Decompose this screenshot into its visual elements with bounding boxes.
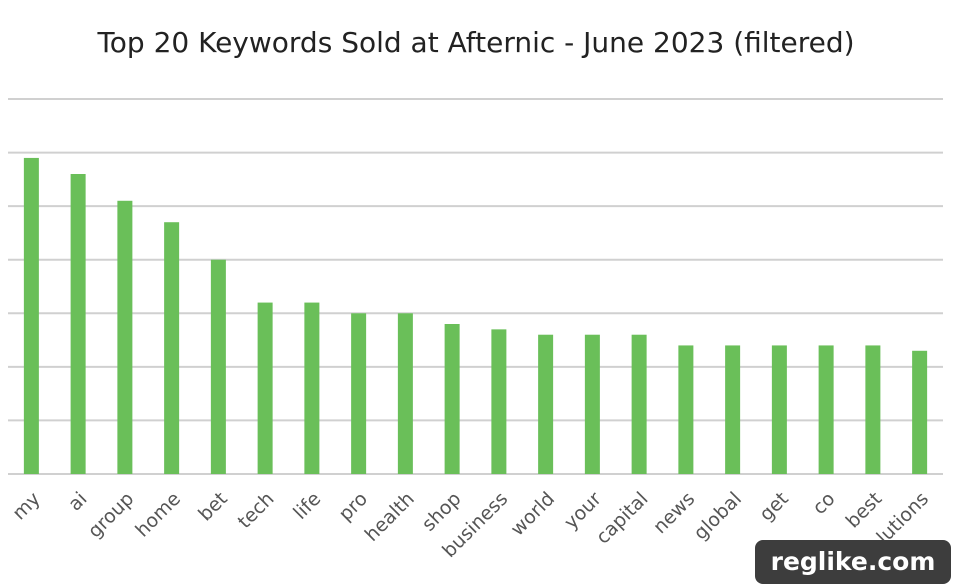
bar <box>584 334 600 474</box>
bar <box>865 345 881 474</box>
x-tick-label: group <box>84 488 139 543</box>
x-tick-label: tech <box>234 488 279 533</box>
x-tick-label: bet <box>194 488 232 526</box>
x-tick-label: ai <box>64 488 92 516</box>
bar <box>304 302 320 474</box>
x-tick-label: my <box>8 488 45 525</box>
bar <box>491 329 507 474</box>
x-tick-label: pro <box>335 488 373 526</box>
bar <box>397 313 413 474</box>
bar <box>23 157 39 474</box>
watermark: reglike.com <box>771 547 936 576</box>
bar <box>538 334 554 474</box>
x-tick-label: capital <box>592 488 653 549</box>
x-tick-label: get <box>755 488 793 526</box>
bar <box>725 345 741 474</box>
bar <box>444 324 460 474</box>
x-tick-label: co <box>808 488 839 519</box>
bar <box>678 345 694 474</box>
x-tick-label: health <box>361 488 419 546</box>
x-tick-label: global <box>690 488 747 545</box>
watermark-badge <box>755 540 951 584</box>
x-tick-label: life <box>289 488 325 524</box>
bar <box>117 200 133 475</box>
bar <box>631 334 647 474</box>
bar <box>70 174 86 474</box>
bar <box>818 345 834 474</box>
bar <box>771 345 787 474</box>
bar <box>912 350 928 474</box>
x-tick-label: home <box>131 488 185 542</box>
x-tick-label: world <box>506 488 559 541</box>
bar <box>351 313 367 474</box>
bar <box>210 259 226 474</box>
bar <box>164 222 180 474</box>
bar <box>257 302 273 474</box>
chart-title: Top 20 Keywords Sold at Afternic - June … <box>96 26 854 59</box>
